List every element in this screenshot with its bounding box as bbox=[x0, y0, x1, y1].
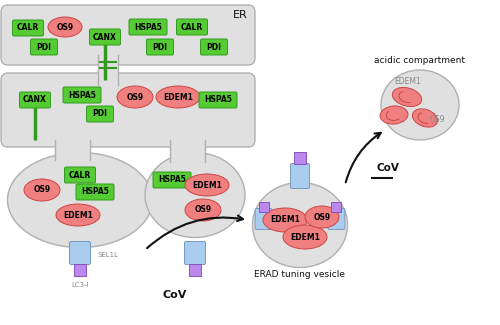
Text: acidic compartment: acidic compartment bbox=[374, 56, 466, 65]
Text: ER: ER bbox=[233, 10, 248, 20]
FancyBboxPatch shape bbox=[146, 39, 174, 55]
Text: EDEM1: EDEM1 bbox=[192, 180, 222, 189]
FancyBboxPatch shape bbox=[30, 39, 58, 55]
Bar bbox=[100, 55, 116, 85]
Text: EDEM1: EDEM1 bbox=[270, 215, 300, 225]
Text: PDI: PDI bbox=[152, 43, 168, 51]
Ellipse shape bbox=[8, 152, 152, 248]
Text: OS9: OS9 bbox=[430, 115, 446, 124]
Text: CALR: CALR bbox=[17, 23, 39, 32]
FancyBboxPatch shape bbox=[129, 19, 167, 35]
Ellipse shape bbox=[185, 199, 221, 221]
Ellipse shape bbox=[48, 17, 82, 37]
Ellipse shape bbox=[263, 208, 307, 232]
FancyBboxPatch shape bbox=[290, 163, 310, 188]
Ellipse shape bbox=[252, 183, 348, 267]
FancyBboxPatch shape bbox=[1, 73, 255, 147]
Ellipse shape bbox=[381, 70, 459, 140]
Text: CALR: CALR bbox=[69, 171, 91, 179]
Text: EDEM1: EDEM1 bbox=[290, 232, 320, 241]
FancyBboxPatch shape bbox=[328, 209, 345, 229]
Ellipse shape bbox=[56, 204, 100, 226]
Text: LC3-I: LC3-I bbox=[71, 282, 89, 288]
Text: SEL1L: SEL1L bbox=[97, 252, 118, 258]
Text: HSPA5: HSPA5 bbox=[68, 90, 96, 99]
Text: EDEM1: EDEM1 bbox=[394, 77, 421, 86]
Text: HSPA5: HSPA5 bbox=[158, 176, 186, 185]
FancyBboxPatch shape bbox=[1, 5, 255, 65]
Text: EDEM1: EDEM1 bbox=[63, 211, 93, 219]
Text: ERAD tuning vesicle: ERAD tuning vesicle bbox=[254, 270, 346, 279]
FancyBboxPatch shape bbox=[70, 241, 90, 265]
Bar bbox=[55, 138, 90, 163]
Text: CoV: CoV bbox=[163, 290, 187, 300]
FancyBboxPatch shape bbox=[90, 29, 120, 45]
FancyBboxPatch shape bbox=[20, 92, 50, 108]
Ellipse shape bbox=[145, 152, 245, 238]
Bar bbox=[170, 138, 205, 163]
Ellipse shape bbox=[156, 86, 200, 108]
FancyBboxPatch shape bbox=[255, 209, 272, 229]
Text: OS9: OS9 bbox=[314, 213, 330, 222]
FancyBboxPatch shape bbox=[86, 106, 114, 122]
Text: HSPA5: HSPA5 bbox=[204, 96, 232, 105]
Ellipse shape bbox=[305, 206, 339, 228]
Text: OS9: OS9 bbox=[126, 93, 144, 101]
Text: CALR: CALR bbox=[181, 22, 203, 32]
FancyBboxPatch shape bbox=[176, 19, 208, 35]
FancyBboxPatch shape bbox=[200, 39, 228, 55]
Text: OS9: OS9 bbox=[34, 186, 50, 194]
Ellipse shape bbox=[185, 174, 229, 196]
FancyBboxPatch shape bbox=[199, 92, 237, 108]
Text: OS9: OS9 bbox=[56, 22, 74, 32]
Ellipse shape bbox=[392, 87, 422, 107]
Text: EDEM1: EDEM1 bbox=[163, 93, 193, 101]
Text: HSPA5: HSPA5 bbox=[134, 22, 162, 32]
FancyBboxPatch shape bbox=[184, 241, 206, 265]
FancyBboxPatch shape bbox=[153, 172, 191, 188]
FancyBboxPatch shape bbox=[12, 20, 44, 36]
Ellipse shape bbox=[24, 179, 60, 201]
Text: CANX: CANX bbox=[23, 96, 47, 105]
Text: HSPA5: HSPA5 bbox=[81, 188, 109, 197]
Ellipse shape bbox=[380, 106, 408, 124]
Ellipse shape bbox=[283, 225, 327, 249]
Text: OS9: OS9 bbox=[194, 205, 212, 214]
FancyBboxPatch shape bbox=[64, 167, 96, 183]
FancyBboxPatch shape bbox=[100, 52, 116, 80]
Text: PDI: PDI bbox=[206, 43, 222, 51]
Text: PDI: PDI bbox=[36, 43, 52, 51]
FancyBboxPatch shape bbox=[76, 184, 114, 200]
Ellipse shape bbox=[412, 109, 438, 127]
Bar bbox=[98, 55, 118, 85]
FancyBboxPatch shape bbox=[63, 87, 101, 103]
Text: CANX: CANX bbox=[93, 32, 117, 42]
Text: CoV: CoV bbox=[376, 163, 400, 173]
Text: PDI: PDI bbox=[92, 110, 108, 119]
Ellipse shape bbox=[117, 86, 153, 108]
